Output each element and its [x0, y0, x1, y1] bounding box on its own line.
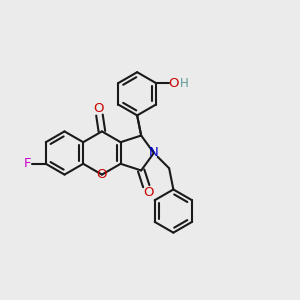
- Text: O: O: [143, 186, 154, 199]
- Text: F: F: [24, 157, 32, 170]
- Text: H: H: [180, 76, 189, 89]
- Text: N: N: [149, 146, 159, 160]
- Text: O: O: [93, 102, 104, 115]
- Text: O: O: [169, 76, 179, 89]
- Text: O: O: [97, 168, 107, 181]
